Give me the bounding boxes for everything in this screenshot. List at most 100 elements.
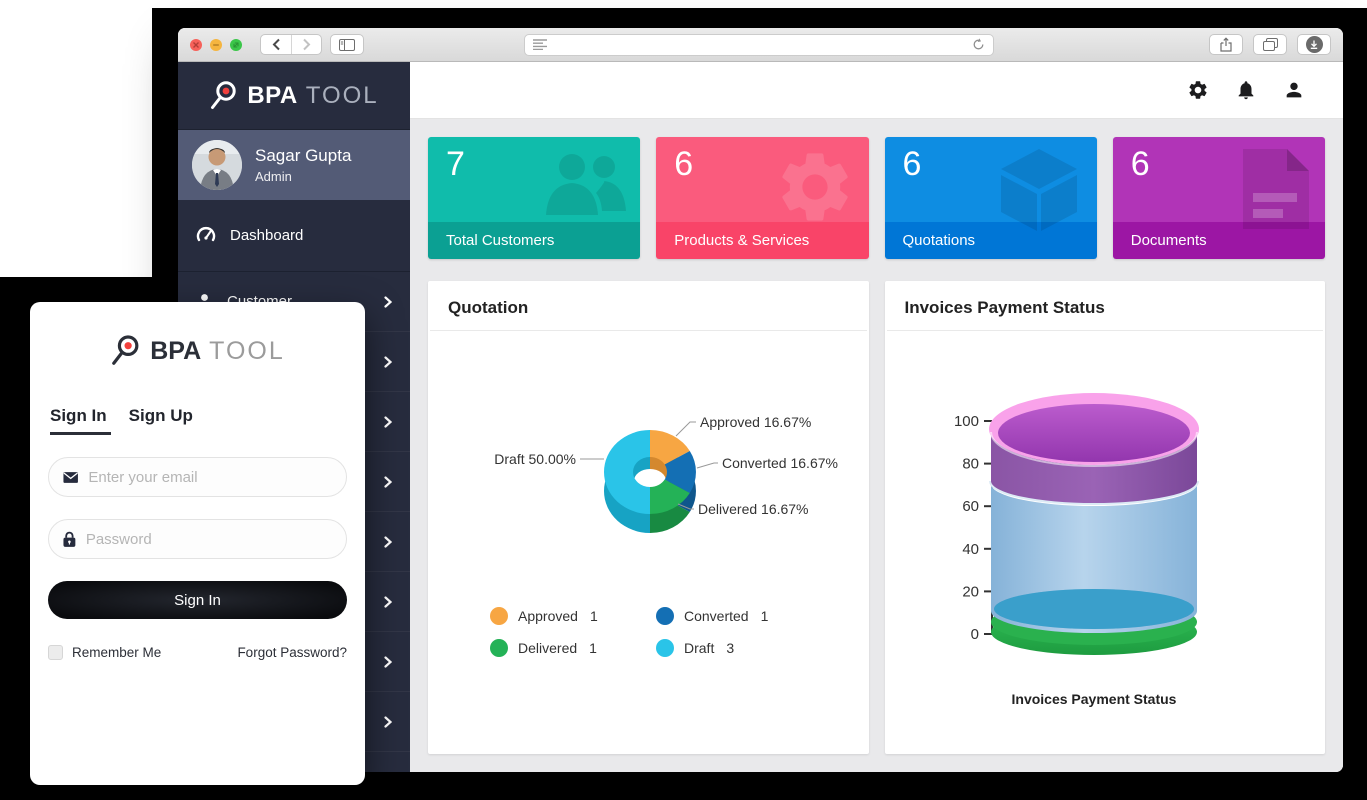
y-tick-40: 40 [962,541,979,558]
legend-count: 1 [589,640,597,656]
donut-callout-converted: Converted 16.67% [722,455,838,471]
remember-me[interactable]: Remember Me [48,645,161,660]
chevron-right-icon [384,475,392,488]
panel-title: Quotation [448,298,529,317]
legend-item-delivered: Delivered 1 [490,639,656,657]
close-window-button[interactable] [190,38,202,51]
chevron-right-icon [303,38,311,51]
panel-title: Invoices Payment Status [904,298,1105,317]
forgot-password-link[interactable]: Forgot Password? [237,645,347,660]
remember-row: Remember Me Forgot Password? [48,645,347,660]
chevron-right-icon [384,655,392,668]
y-tick-20: 20 [962,583,979,600]
stat-card-documents: 6 [1112,137,1325,259]
password-field[interactable] [48,519,347,559]
forward-button[interactable] [291,35,321,54]
legend-label: Draft [684,640,715,656]
divider [430,330,867,331]
donut-callout-draft: Draft 50.00% [494,451,576,467]
logo-text-bold: BPA [150,336,202,365]
people-icon [546,154,627,215]
chrome-right-buttons [1209,34,1331,55]
gear-icon [781,153,848,221]
legend-count: 1 [589,608,598,624]
dashboard-content: 7 Total Customers [410,119,1343,772]
minimize-window-button[interactable] [210,38,222,51]
user-profile[interactable]: Sagar Gupta Admin [178,130,410,200]
share-button[interactable] [1209,34,1243,55]
donut-callout-approved: Approved 16.67% [700,414,811,430]
password-input[interactable] [85,530,332,548]
y-tick-80: 80 [962,456,979,473]
email-input[interactable] [88,468,332,486]
share-up-arrow-icon [1220,37,1232,52]
stat-card-quotations: 6 Quotations [884,137,1097,259]
signin-logo: BPA TOOL [48,334,347,368]
donut-callout-delivered: Delivered 16.67% [698,501,809,517]
legend-label: Converted [684,608,749,624]
y-tick-0: 0 [970,626,978,643]
remember-label: Remember Me [72,645,162,660]
legend-item-approved: Approved 1 [490,607,656,625]
envelope-icon [63,471,78,483]
tab-sign-in[interactable]: Sign In [50,406,111,435]
legend-item-draft: Draft 3 [656,639,810,657]
back-button[interactable] [261,35,291,54]
user-person-icon[interactable] [1283,79,1305,101]
zoom-window-button[interactable] [230,38,242,51]
lock-icon [63,531,76,547]
stat-label: Quotations [902,232,976,249]
donut-legend: Approved 1 Converted 1 [490,607,810,657]
sidebar-toggle-button[interactable] [330,34,364,55]
remember-checkbox[interactable] [48,645,63,660]
overlapping-squares-icon [1262,38,1278,51]
divider [886,330,1323,331]
settings-gear-icon[interactable] [1187,79,1209,101]
legend-item-converted: Converted 1 [656,607,810,625]
main-area: 7 Total Customers [410,62,1343,772]
profile-name: Sagar Gupta [255,146,352,165]
legend-label: Delivered [518,640,578,656]
minimize-icon [213,43,219,46]
downloads-button[interactable] [1297,34,1331,55]
sidebar-item-label: Dashboard [230,227,304,244]
window-controls [190,38,242,51]
profile-role: Admin [255,169,292,184]
app-logo: BPA TOOL [178,62,410,130]
fullscreen-icon [233,41,239,48]
chevron-right-icon [384,295,392,308]
stat-card-total-customers: 7 Total Customers [428,137,641,259]
browser-chrome [178,28,1343,62]
chevron-right-icon [384,355,392,368]
tabs-overview-button[interactable] [1253,34,1287,55]
refresh-icon[interactable] [972,38,985,51]
chevron-left-icon [272,38,280,51]
chevron-right-icon [384,715,392,728]
legend-label: Approved [518,608,578,624]
auth-tabs: Sign In Sign Up [48,406,347,435]
stat-label: Documents [1130,232,1207,249]
invoices-panel: Invoices Payment Status [884,281,1326,754]
y-tick-100: 100 [953,413,978,430]
quotation-panel: Quotation [428,281,869,754]
notifications-bell-icon[interactable] [1235,79,1257,101]
sign-in-button[interactable]: Sign In [48,581,347,619]
download-circle-icon [1305,36,1323,53]
invoices-cylinder-chart: 100 80 60 40 20 0 [885,337,1326,754]
stat-card-products-services: 6 Products & Services [656,137,869,259]
email-field[interactable] [48,457,347,497]
sidebar-item-dashboard[interactable]: Dashboard [178,200,410,272]
url-bar[interactable] [524,33,994,56]
app-header [410,62,1343,119]
close-icon [193,41,199,48]
chevron-right-icon [384,535,392,548]
dashboard-speedometer-icon [196,226,216,241]
legend-dot [656,607,674,625]
reader-lines-icon [533,39,547,50]
logo-text-light: TOOL [209,336,285,365]
avatar [192,140,242,190]
logo-text-bold: BPA [247,81,298,109]
quotation-donut-chart: Approved 16.67% Converted 16.67% Deliver… [428,337,869,754]
tab-sign-up[interactable]: Sign Up [128,406,193,425]
sidebar-panel-icon [339,38,355,51]
